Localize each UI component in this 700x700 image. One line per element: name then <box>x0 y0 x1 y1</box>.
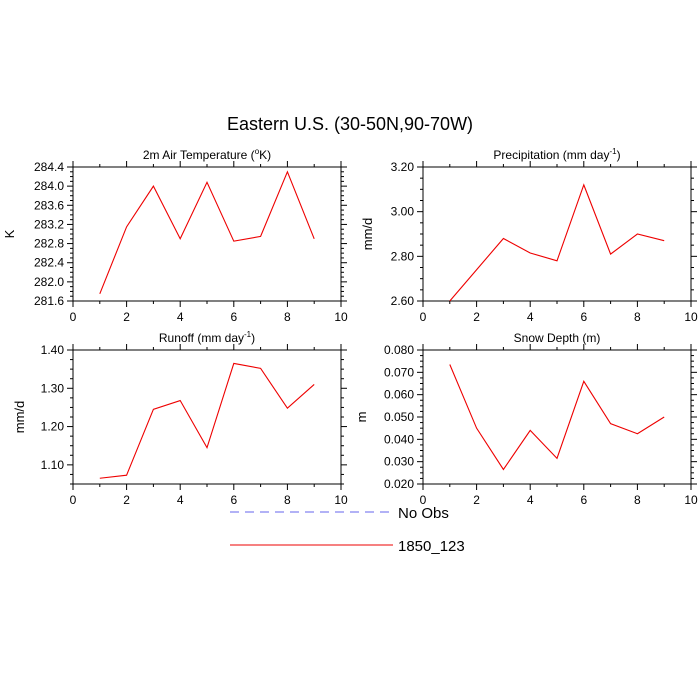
panel-title-tail: ) <box>251 331 255 345</box>
y-tick-label: 0.070 <box>384 365 414 379</box>
plot-frame <box>422 166 692 302</box>
y-tick-label: 0.080 <box>384 343 414 357</box>
series-line-1 <box>99 170 315 295</box>
x-tick-label: 2 <box>123 493 130 507</box>
x-tick-label: 6 <box>580 310 587 324</box>
x-tick-label: 6 <box>580 493 587 507</box>
y-tick-label: 281.6 <box>34 294 64 308</box>
legend-label-1: No Obs <box>398 505 449 522</box>
y-tick-label: 1.30 <box>41 381 65 395</box>
y-tick-label: 282.4 <box>34 256 64 270</box>
legend: No Obs 1850_123 <box>230 505 465 555</box>
plot-frame <box>72 349 342 485</box>
x-tick-label: 6 <box>230 493 237 507</box>
panel-title-sup: -1 <box>244 330 252 339</box>
x-tick-label: 6 <box>230 310 237 324</box>
y-tick-label: 0.040 <box>384 432 414 446</box>
x-tick-label: 0 <box>70 493 77 507</box>
y-tick-label: 1.10 <box>41 458 65 472</box>
x-tick-label: 10 <box>684 310 698 324</box>
panel-title-main: Snow Depth (m) <box>514 331 601 345</box>
y-tick-label: 2.60 <box>391 294 415 308</box>
y-tick-label: 3.20 <box>391 160 415 174</box>
y-tick-label: 284.0 <box>34 179 64 193</box>
x-tick-label: 2 <box>473 493 480 507</box>
panel-title-main: 2m Air Temperature ( <box>143 148 255 162</box>
chart-panel-2: 0 2 4 6 8 10 2.60 2.80 3.00 3.20 Precipitation (mm… <box>360 147 698 324</box>
x-tick-label: 10 <box>334 493 348 507</box>
legend-label-2: 1850_123 <box>398 538 465 555</box>
x-tick-label: 0 <box>70 310 77 324</box>
y-axis-label: K <box>2 229 17 238</box>
x-tick-label: 8 <box>284 493 291 507</box>
y-tick-label: 282.0 <box>34 275 64 289</box>
x-tick-label: 2 <box>473 310 480 324</box>
panel-title-tail: ) <box>617 148 621 162</box>
panels: 0 2 4 6 8 10281.6282.0282.4282.8283.2283.6284… <box>2 147 698 507</box>
x-tick-label: 8 <box>634 310 641 324</box>
y-tick-label: 3.00 <box>391 205 415 219</box>
panel-title-main: Runoff (mm day <box>159 331 244 345</box>
series-line-1 <box>449 364 665 471</box>
panel-title-sup: o <box>255 147 260 156</box>
y-axis-label: m <box>354 412 369 423</box>
y-tick-label: 0.060 <box>384 388 414 402</box>
y-tick-label: 284.4 <box>34 160 64 174</box>
panel-title: 2m Air Temperature (oK) <box>143 147 271 162</box>
figure-title: Eastern U.S. (30-50N,90-70W) <box>227 114 473 134</box>
panel-title-main: Precipitation (mm day <box>493 148 609 162</box>
y-tick-label: 2.80 <box>391 249 415 263</box>
series-line-1 <box>449 183 665 302</box>
panel-title-tail: K) <box>259 148 271 162</box>
x-tick-label: 10 <box>684 493 698 507</box>
y-tick-label: 283.6 <box>34 198 64 212</box>
panel-title: Precipitation (mm day-1) <box>493 147 620 162</box>
x-tick-label: 8 <box>634 493 641 507</box>
x-tick-label: 4 <box>527 493 534 507</box>
y-tick-label: 0.050 <box>384 410 414 424</box>
y-tick-label: 0.020 <box>384 477 414 491</box>
panel-title-sup: -1 <box>609 147 617 156</box>
chart-panel-4: 0 2 4 6 8 10 0.020 0.030 0.040 0.050 0.060 0.070 0.0… <box>354 331 698 507</box>
y-tick-label: 1.40 <box>41 343 65 357</box>
x-tick-label: 8 <box>284 310 291 324</box>
x-tick-label: 0 <box>420 310 427 324</box>
y-tick-label: 1.20 <box>41 420 65 434</box>
x-tick-label: 4 <box>177 493 184 507</box>
plot-frame <box>72 166 342 302</box>
x-tick-label: 2 <box>123 310 130 324</box>
y-tick-label: 0.030 <box>384 455 414 469</box>
x-tick-label: 4 <box>177 310 184 324</box>
chart-panel-1: 0 2 4 6 8 10 281.6 282.0 282.4 282.8 283.2 283.6 284… <box>2 147 348 324</box>
series-line-1 <box>99 362 315 479</box>
x-tick-label: 0 <box>420 493 427 507</box>
x-tick-label: 10 <box>334 310 348 324</box>
y-axis-label: mm/d <box>12 401 27 434</box>
chart-panel-3: 0 2 4 6 8 10 1.10 1.20 1.30 1.40 Runoff (mm day-1)… <box>12 330 348 507</box>
x-tick-label: 4 <box>527 310 534 324</box>
plot-frame <box>422 349 692 485</box>
y-axis-label: mm/d <box>360 218 375 251</box>
panel-title: Snow Depth (m) <box>514 331 601 345</box>
panel-title: Runoff (mm day-1) <box>159 330 255 345</box>
y-tick-label: 283.2 <box>34 217 64 231</box>
y-tick-label: 282.8 <box>34 237 64 251</box>
